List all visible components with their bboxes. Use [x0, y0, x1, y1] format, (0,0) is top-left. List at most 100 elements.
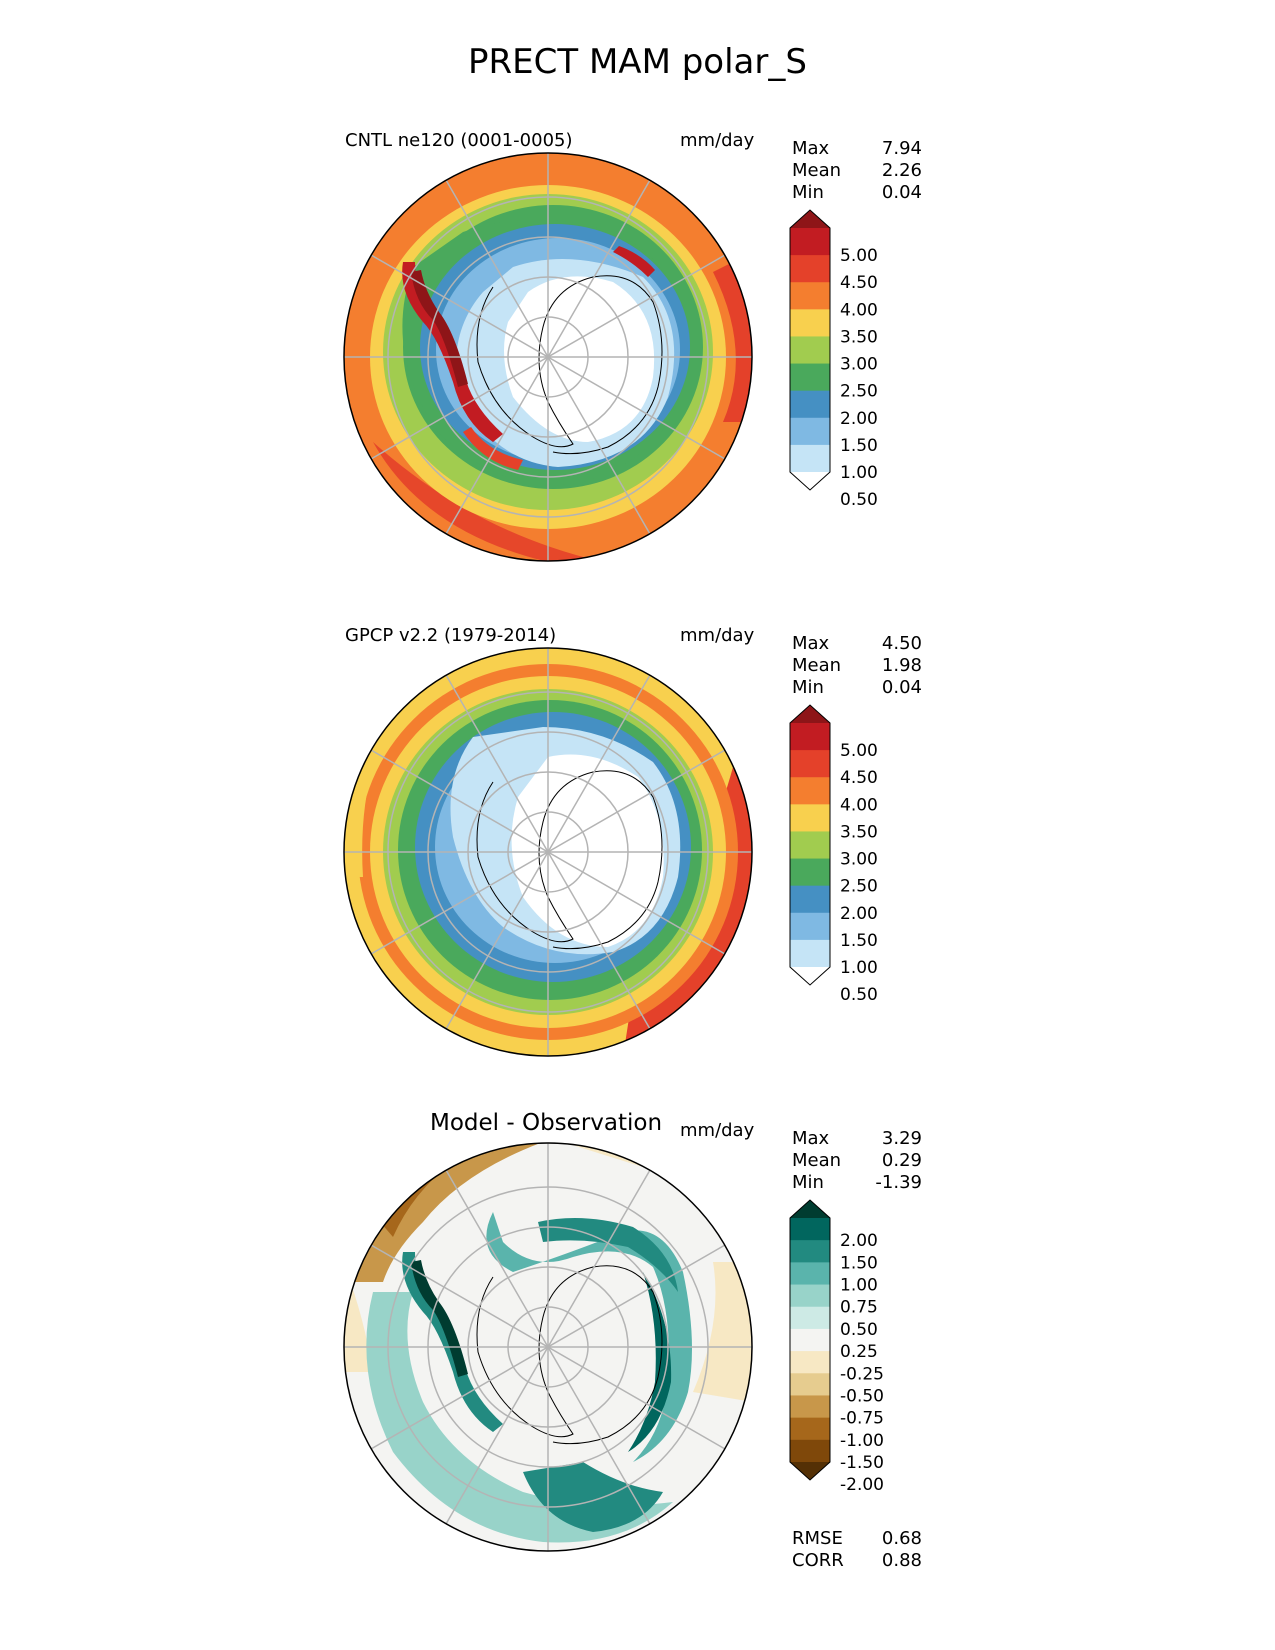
max-value: 7.94	[881, 138, 922, 159]
polar-map	[343, 647, 753, 1057]
colorbar-segment	[790, 255, 830, 283]
panel-difference: Model - Observation mm/day Max 3.29 Mean 0…	[0, 1110, 1275, 1600]
colorbar-segment	[790, 1439, 830, 1463]
colorbar-extend-min	[790, 1462, 830, 1480]
mean-label: Mean	[792, 655, 842, 676]
colorbar-tick-label: 0.50	[840, 1320, 878, 1340]
colorbar-tick-label: 0.50	[840, 985, 878, 1005]
colorbar-segment	[790, 1373, 830, 1396]
colorbar-tick-label: 3.00	[840, 355, 878, 375]
colorbar-tick-label: -1.50	[840, 1453, 884, 1473]
colorbar-segment	[790, 939, 830, 968]
colorbar-segment	[790, 282, 830, 310]
colorbar-tick-label: 2.00	[840, 904, 878, 924]
rmse-value: 0.68	[881, 1528, 922, 1549]
colorbar-extend-max	[790, 1200, 830, 1218]
colorbar-segment	[790, 1328, 830, 1352]
colorbar-segment	[790, 417, 830, 446]
colorbar-tick-label: 4.00	[840, 300, 878, 320]
colorbar-segment	[790, 885, 830, 914]
colorbar-tick-label: 1.50	[840, 931, 878, 951]
max-label: Max	[792, 1128, 830, 1149]
colorbar-tick-label: -0.50	[840, 1386, 884, 1406]
colorbar-segment	[790, 858, 830, 887]
mean-label: Mean	[792, 160, 842, 181]
colorbar-tick-label: 1.00	[840, 463, 878, 483]
colorbar-tick-label: 2.00	[840, 409, 878, 429]
min-value: -1.39	[875, 1172, 922, 1193]
colorbar-tick-label: 2.50	[840, 382, 878, 402]
colorbar: 5.00 4.50 4.00 3.50 3.00 2.50 2.00 1.50 1.00 0.50	[789, 704, 878, 1005]
corr-value: 0.88	[881, 1550, 922, 1571]
colorbar-segment	[790, 1262, 830, 1286]
colorbar-tick-label: 3.50	[840, 822, 878, 842]
colorbar-segment	[790, 831, 830, 860]
colorbar-segment	[790, 1240, 830, 1263]
colorbar-tick-label: 1.50	[840, 1253, 878, 1273]
panel-title: GPCP v2.2 (1979-2014)	[345, 625, 557, 646]
min-label: Min	[792, 1172, 824, 1193]
max-value: 3.29	[881, 1128, 922, 1149]
colorbar-segment	[790, 1218, 830, 1241]
max-value: 4.50	[881, 633, 922, 654]
colorbar-tick-label: 2.50	[840, 877, 878, 897]
colorbar-outline	[789, 1199, 831, 1481]
colorbar-tick-label: -2.00	[840, 1475, 884, 1495]
colorbar: 5.00 4.50 4.00 3.50 3.00 2.50 2.00 1.50 1.00 0.50	[789, 209, 878, 510]
colorbar-segment	[790, 228, 830, 256]
stats-box: Max 4.50 Mean 1.98 Min 0.04	[792, 633, 922, 699]
polar-map	[343, 152, 753, 562]
stats-box: Max 3.29 Mean 0.29 Min -1.39	[792, 1128, 922, 1194]
max-label: Max	[792, 138, 830, 159]
colorbar-tick-label: 0.25	[840, 1342, 878, 1362]
colorbar-tick-label: 5.00	[840, 741, 878, 761]
colorbar-segment	[790, 1417, 830, 1441]
colorbar-segment	[790, 444, 830, 473]
colorbar-tick-label: 3.00	[840, 850, 878, 870]
colorbar-tick-label: -0.75	[840, 1409, 884, 1429]
min-label: Min	[792, 182, 824, 203]
colorbar-outline	[789, 704, 831, 986]
colorbar-extend-max	[790, 210, 830, 228]
colorbar-segment	[790, 1351, 830, 1374]
units-label: mm/day	[680, 625, 755, 646]
colorbar-segment	[790, 309, 830, 337]
colorbar-tick-label: 5.00	[840, 246, 878, 266]
colorbar-segment	[790, 912, 830, 941]
colorbar-tick-label: 0.50	[840, 490, 878, 510]
colorbar-outline	[789, 209, 831, 491]
colorbar-extend-min	[790, 967, 830, 985]
metrics-box: RMSE 0.68 CORR 0.88	[792, 1528, 922, 1572]
colorbar-segment	[790, 390, 830, 419]
colorbar-segment	[790, 1395, 830, 1419]
polar-map	[343, 1142, 753, 1552]
stats-box: Max 7.94 Mean 2.26 Min 0.04	[792, 138, 922, 204]
mean-value: 0.29	[881, 1150, 922, 1171]
colorbar-segment	[790, 1306, 830, 1330]
colorbar-segment	[790, 1284, 830, 1308]
panel-observation: GPCP v2.2 (1979-2014) mm/day Max 4.50 Mea…	[0, 625, 1275, 1105]
panel-title: Model - Observation	[430, 1110, 663, 1136]
panel-model: CNTL ne120 (0001-0005) mm/day Max 7.94 Me…	[0, 130, 1275, 610]
colorbar-tick-label: 3.50	[840, 327, 878, 347]
mean-value: 2.26	[881, 160, 922, 181]
colorbar-tick-label: 1.00	[840, 1276, 878, 1296]
colorbar-segment	[790, 336, 830, 365]
colorbar-extend-min	[790, 472, 830, 490]
colorbar: 2.001.501.000.750.500.25-0.25-0.50-0.75-…	[789, 1199, 884, 1495]
min-value: 0.04	[881, 677, 922, 698]
colorbar-segment	[790, 777, 830, 805]
colorbar-segment	[790, 363, 830, 392]
corr-label: CORR	[792, 1550, 844, 1571]
colorbar-segment	[790, 750, 830, 778]
min-label: Min	[792, 677, 824, 698]
panel-title: CNTL ne120 (0001-0005)	[345, 130, 573, 151]
colorbar-tick-label: 2.00	[840, 1231, 878, 1251]
colorbar-tick-label: 1.50	[840, 436, 878, 456]
colorbar-tick-label: 4.50	[840, 768, 878, 788]
units-label: mm/day	[680, 130, 755, 151]
rmse-label: RMSE	[792, 1528, 843, 1549]
colorbar-segment	[790, 804, 830, 832]
min-value: 0.04	[881, 182, 922, 203]
max-label: Max	[792, 633, 830, 654]
